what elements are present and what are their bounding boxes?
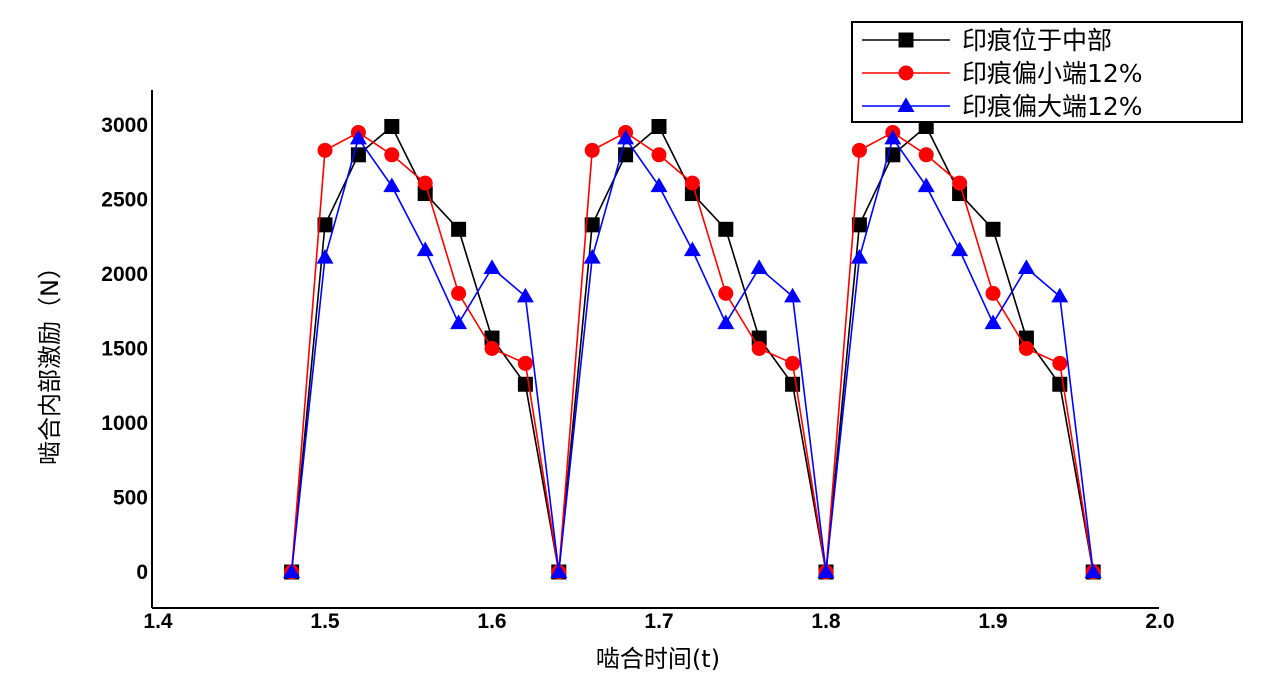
x-tick-label: 1.6 [477,610,506,633]
data-point-triangle [951,241,969,257]
data-point-circle [851,142,867,158]
axes: 1.4 1.5 1.6 1.7 1.8 1.9 2.0 0 500 1000 1500 2000 250… [101,90,1175,633]
data-point-circle [517,355,533,371]
y-tick-label: 1000 [101,412,148,435]
data-point-triangle [850,248,868,264]
data-point-circle [1018,341,1034,356]
data-point-circle [584,142,600,158]
data-point-triangle [1084,563,1102,578]
data-point-triangle [650,177,668,193]
legend-label: 印痕位于中部 [962,26,1112,55]
data-point-triangle [550,563,568,578]
data-point-square [898,32,914,48]
y-tick-label: 500 [113,487,148,510]
data-point-triangle [450,314,468,330]
data-point-circle [1052,355,1068,371]
data-point-circle [751,341,767,356]
data-point-triangle [283,563,301,578]
data-point-triangle [416,241,434,257]
y-axis-label: 啮合内部激励（N） [36,255,64,465]
data-point-circle [451,285,467,301]
plot-area [283,118,1102,580]
data-point-square [651,118,667,134]
x-tick-label: 1.7 [644,610,673,633]
y-tick-label: 0 [136,561,148,584]
x-tick-label: 1.5 [310,610,340,633]
y-tick-label: 2500 [101,189,148,212]
data-point-triangle [583,248,601,264]
y-tick-label: 2000 [101,263,148,286]
data-point-circle [985,285,1001,301]
data-point-triangle [349,129,367,145]
data-point-square [517,376,533,392]
series-line [290,136,1094,573]
y-tick-label: 3000 [101,114,148,137]
data-point-triangle [750,259,768,275]
data-point-square [985,221,1001,237]
data-point-triangle [897,97,915,112]
x-tick-label: 1.8 [811,610,841,633]
data-point-triangle [316,248,334,264]
data-point-circle [384,147,400,163]
data-point-triangle [884,129,902,145]
data-point-circle [785,355,801,371]
data-point-triangle [784,287,802,303]
data-point-square [1052,376,1068,392]
data-point-square [451,221,467,237]
data-point-circle [651,147,667,163]
data-point-circle [417,175,433,191]
data-point-triangle [984,314,1002,330]
legend-label: 印痕偏大端12% [962,92,1143,121]
data-point-circle [484,341,500,356]
x-tick-label: 2.0 [1145,610,1174,633]
data-point-circle [317,142,333,158]
data-point-triangle [516,287,534,303]
data-point-triangle [617,129,635,145]
data-point-circle [918,147,934,163]
data-point-triangle [483,259,501,275]
data-point-square [384,118,400,134]
data-point-square [718,221,734,237]
series-3 [283,129,1102,578]
data-point-circle [952,175,968,191]
data-point-triangle [817,563,835,578]
data-point-triangle [1017,259,1035,275]
data-point-square [317,217,333,233]
y-tick-label: 1500 [101,338,148,361]
data-point-square [785,376,801,392]
data-point-square [584,217,600,233]
data-point-triangle [717,314,735,330]
data-point-circle [684,175,700,191]
x-tick-label: 1.4 [143,610,173,633]
x-axis-label: 啮合时间(t) [596,645,720,673]
legend-label: 印痕偏小端12% [962,59,1143,88]
data-point-triangle [683,241,701,257]
data-point-circle [718,285,734,301]
data-point-square [851,217,867,233]
data-point-triangle [917,177,935,193]
data-point-triangle [1051,287,1069,303]
x-tick-label: 1.9 [978,610,1007,633]
data-point-triangle [383,177,401,193]
data-point-circle [898,65,914,81]
